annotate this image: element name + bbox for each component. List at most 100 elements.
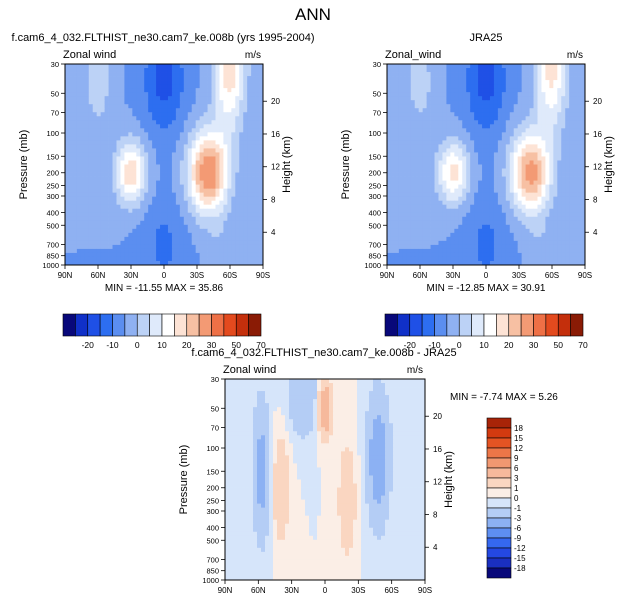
contour-cell — [223, 188, 228, 194]
contour-cell — [227, 68, 232, 73]
contour-cell — [219, 172, 224, 177]
contour-cell — [434, 108, 439, 113]
contour-cell — [65, 136, 70, 141]
contour-cell — [430, 100, 435, 105]
contour-cell — [255, 164, 260, 169]
contour-cell — [462, 68, 467, 73]
contour-cell — [164, 88, 169, 93]
contour-cell — [398, 96, 404, 101]
contour-cell — [120, 80, 125, 85]
contour-cell — [390, 148, 396, 153]
contour-cell — [116, 196, 121, 202]
contour-cell — [430, 76, 435, 81]
contour-cell — [128, 68, 133, 73]
contour-cell — [112, 216, 117, 222]
contour-cell — [152, 80, 157, 85]
contour-cell — [128, 180, 133, 185]
contour-cell — [402, 144, 408, 149]
contour-cell — [120, 248, 125, 254]
contour-cell — [211, 92, 216, 97]
contour-cell — [557, 188, 562, 194]
contour-cell — [152, 184, 157, 190]
contour-cell — [92, 72, 98, 77]
contour-cell — [207, 220, 212, 226]
contour-cell — [136, 248, 141, 254]
contour-cell — [223, 104, 228, 109]
contour-cell — [581, 156, 586, 161]
contour-cell — [410, 156, 416, 161]
contour-cell — [175, 76, 181, 81]
contour-cell — [68, 200, 74, 206]
contour-cell — [525, 100, 530, 105]
contour-cell — [497, 140, 503, 145]
contour-cell — [164, 188, 169, 194]
contour-cell — [211, 108, 216, 113]
contour-cell — [187, 252, 193, 258]
contour-cell — [235, 180, 240, 185]
contour-cell — [80, 188, 86, 194]
contour-cell — [509, 76, 515, 81]
contour-cell — [442, 64, 447, 69]
contour-cell — [414, 168, 420, 173]
contour-cell — [446, 144, 451, 149]
contour-cell — [195, 156, 201, 161]
contour-cell — [438, 208, 443, 214]
contour-cell — [454, 124, 459, 129]
contour-cell — [474, 164, 479, 169]
contour-cell — [171, 164, 177, 169]
contour-cell — [537, 100, 542, 105]
contour-cell — [398, 104, 404, 109]
contour-cell — [112, 236, 117, 242]
contour-cell — [108, 144, 113, 149]
contour-cell — [65, 256, 70, 262]
contour-cell — [128, 252, 133, 258]
contour-cell — [549, 204, 554, 210]
contour-cell — [88, 116, 94, 121]
contour-cell — [211, 120, 216, 125]
contour-cell — [223, 256, 228, 262]
contour-cell — [489, 240, 495, 246]
contour-cell — [76, 244, 82, 250]
contour-cell — [569, 92, 574, 97]
contour-cell — [239, 88, 244, 93]
contour-cell — [458, 124, 463, 129]
contour-cell — [136, 92, 141, 97]
contour-cell — [414, 88, 420, 93]
contour-cell — [422, 236, 427, 242]
contour-cell — [442, 152, 447, 157]
contour-cell — [80, 100, 86, 105]
contour-cell — [144, 152, 149, 157]
contour-cell — [406, 212, 412, 218]
contour-cell — [68, 176, 74, 181]
contour-cell — [513, 144, 519, 149]
contour-cell — [104, 212, 109, 218]
contour-cell — [493, 180, 499, 185]
contour-cell — [100, 112, 105, 117]
contour-cell — [450, 196, 455, 202]
contour-cell — [76, 132, 82, 137]
contour-cell — [521, 156, 526, 161]
contour-cell — [517, 112, 523, 117]
contour-cell — [553, 180, 558, 185]
contour-cell — [430, 168, 435, 173]
contour-cell — [470, 180, 475, 185]
contour-cell — [100, 212, 105, 218]
contour-cell — [561, 108, 566, 113]
contour-cell — [478, 200, 483, 206]
contour-cell — [430, 96, 435, 101]
contour-cell — [529, 136, 534, 141]
contour-cell — [438, 72, 443, 77]
contour-cell — [72, 236, 78, 242]
contour-cell — [171, 236, 177, 242]
contour-cell — [132, 144, 137, 149]
contour-cell — [144, 176, 149, 181]
contour-cell — [402, 216, 408, 222]
contour-cell — [167, 212, 173, 218]
contour-cell — [509, 252, 515, 258]
contour-cell — [557, 72, 562, 77]
contour-cell — [219, 192, 224, 198]
contour-cell — [112, 136, 117, 141]
contour-cell — [156, 144, 161, 149]
contour-cell — [513, 72, 519, 77]
contour-cell — [112, 68, 117, 73]
